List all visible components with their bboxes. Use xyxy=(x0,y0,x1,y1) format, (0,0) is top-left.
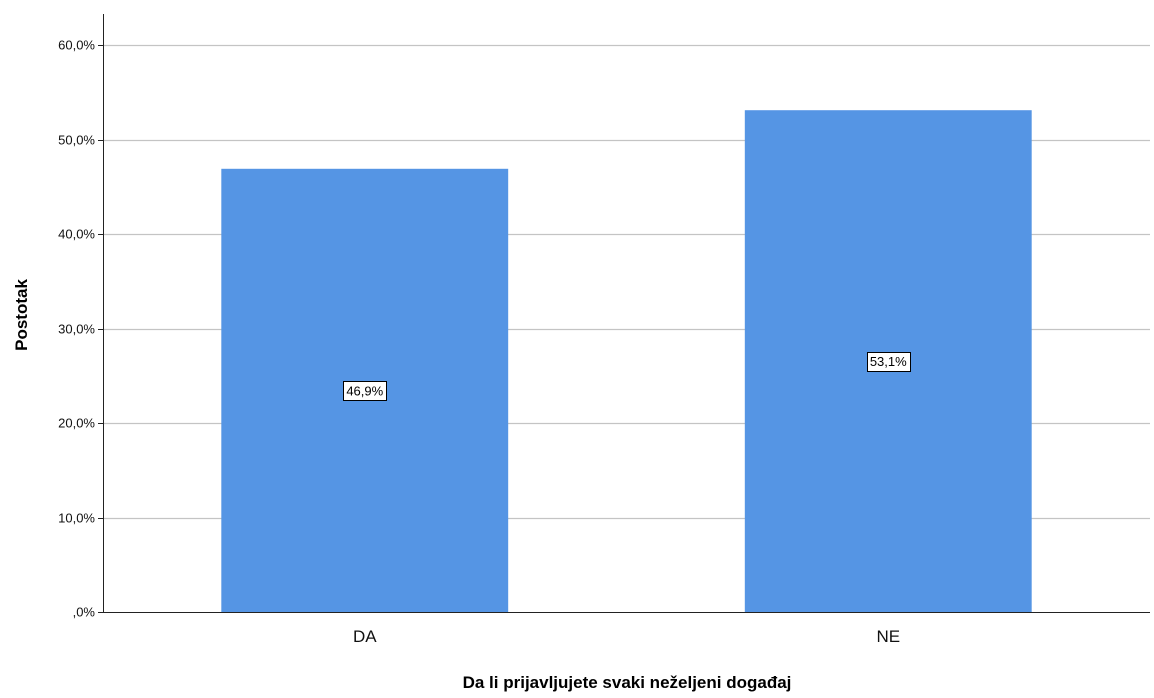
y-axis-title: Postotak xyxy=(12,279,31,351)
y-tick-label: 10,0% xyxy=(58,511,95,526)
y-tick-label: 60,0% xyxy=(58,38,95,53)
data-label: 46,9% xyxy=(343,381,387,401)
y-tick-label: 20,0% xyxy=(58,416,95,431)
y-tick-label: 30,0% xyxy=(58,322,95,337)
data-label-text: 53,1% xyxy=(870,354,907,369)
data-label: 53,1% xyxy=(867,352,911,372)
x-axis-title: Da li prijavljujete svaki neželjeni doga… xyxy=(463,673,792,692)
data-label-layer: 46,9% 53,1% xyxy=(343,352,911,401)
x-tick-label: DA xyxy=(353,627,377,646)
data-label-text: 46,9% xyxy=(346,383,383,398)
axis-layer: ,0% 10,0% 20,0% 30,0% 40,0% 50,0% 60,0% DA NE xyxy=(58,14,1150,646)
y-tick-label: 50,0% xyxy=(58,133,95,148)
data-label-box xyxy=(343,381,387,401)
y-tick-label: ,0% xyxy=(73,605,96,620)
bar-layer xyxy=(221,110,1032,613)
y-tick-label: 40,0% xyxy=(58,227,95,242)
x-tick-label: NE xyxy=(876,627,900,646)
data-label-box xyxy=(867,352,911,372)
